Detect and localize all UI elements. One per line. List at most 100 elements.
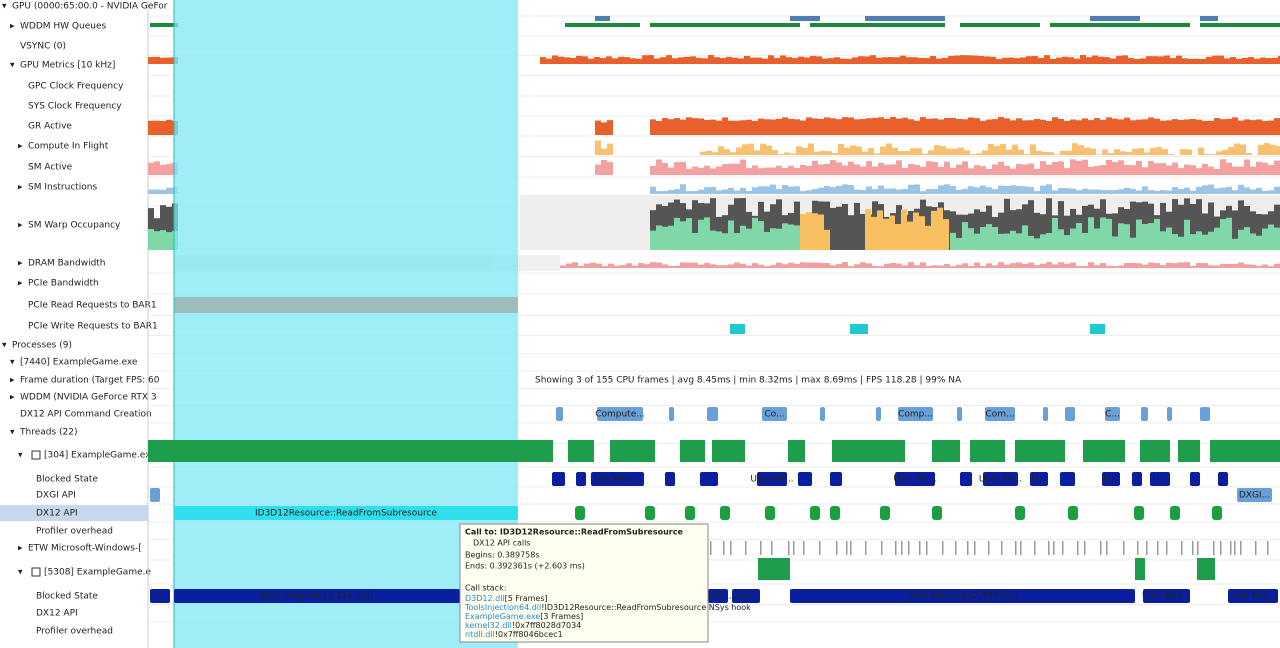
block[interactable] <box>1132 472 1142 486</box>
checkbox[interactable] <box>31 567 41 577</box>
block[interactable] <box>1190 472 1200 486</box>
tree-label[interactable]: DXGI API <box>36 491 76 501</box>
block-label[interactable]: Comp... <box>898 410 933 420</box>
tree-label[interactable]: Threads (22) <box>19 428 78 438</box>
block[interactable] <box>1218 472 1228 486</box>
tree-label[interactable]: SYS Clock Frequency <box>28 102 122 112</box>
tree-label[interactable]: Processes (9) <box>12 341 72 351</box>
block[interactable] <box>665 472 675 486</box>
block[interactable] <box>552 472 565 486</box>
tree-label[interactable]: DRAM Bandwidth <box>28 259 106 269</box>
tree-label[interactable]: Profiler overhead <box>36 627 113 637</box>
api-call[interactable] <box>1068 506 1078 520</box>
block-label[interactable]: C... <box>1105 410 1120 420</box>
api-call[interactable] <box>810 506 820 520</box>
block[interactable] <box>957 407 962 421</box>
api-call[interactable] <box>1170 506 1180 520</box>
block-label[interactable]: User Re... <box>979 475 1022 485</box>
block[interactable] <box>150 488 160 502</box>
block-label[interactable]: User Requ... <box>590 475 645 485</box>
api-call[interactable] <box>645 506 655 520</box>
tree-label[interactable]: DX12 API <box>36 609 78 619</box>
block[interactable] <box>1060 472 1075 486</box>
tree-label[interactable]: GPU Metrics [10 kHz] <box>20 61 115 71</box>
block[interactable] <box>762 407 787 421</box>
block[interactable] <box>174 589 460 603</box>
block[interactable] <box>830 472 842 486</box>
block[interactable] <box>1102 472 1120 486</box>
tree-label[interactable]: Compute In Flight <box>28 142 109 152</box>
tree-label[interactable]: GR Active <box>28 122 72 132</box>
block[interactable] <box>898 407 933 421</box>
tree-label[interactable]: VSYNC (0) <box>20 42 66 52</box>
block[interactable] <box>1150 472 1170 486</box>
tree-label[interactable]: SM Active <box>28 163 73 173</box>
block[interactable] <box>1030 472 1048 486</box>
tree-label[interactable]: GPU (0000:65:00.0 - NVIDIA GeFor <box>12 2 168 12</box>
tree-label[interactable]: PCIe Write Requests to BAR1 <box>28 322 158 332</box>
api-call[interactable] <box>880 506 890 520</box>
block-label[interactable]: User Req... <box>1228 592 1277 602</box>
block-label[interactable]: User... <box>704 592 732 602</box>
api-call[interactable] <box>830 506 840 520</box>
tree-label[interactable]: Blocked State <box>36 592 98 602</box>
api-call[interactable] <box>1212 506 1222 520</box>
block[interactable] <box>150 589 170 603</box>
tree-label[interactable]: WDDM (NVIDIA GeForce RTX 3 <box>20 393 157 403</box>
tree-label[interactable]: SM Warp Occupancy <box>28 221 121 231</box>
block[interactable] <box>985 407 1015 421</box>
block[interactable] <box>707 407 718 421</box>
block-label[interactable]: DXGI... <box>1239 491 1270 501</box>
block-label[interactable]: User Re... <box>893 475 936 485</box>
block[interactable] <box>757 472 787 486</box>
tree-label[interactable]: GPC Clock Frequency <box>28 82 124 92</box>
block[interactable] <box>708 589 728 603</box>
block[interactable] <box>1200 407 1210 421</box>
block[interactable] <box>876 407 881 421</box>
block-label[interactable]: User Request [3.714 ms] <box>261 592 373 602</box>
block[interactable] <box>895 472 935 486</box>
tree-label[interactable]: SM Instructions <box>28 183 98 193</box>
tree-label[interactable]: PCIe Bandwidth <box>28 279 99 289</box>
block-label[interactable]: U... <box>1152 475 1167 485</box>
block[interactable] <box>1141 407 1148 421</box>
block[interactable] <box>1143 589 1190 603</box>
tree-label[interactable]: DX12 API <box>36 509 78 519</box>
block[interactable] <box>700 472 718 486</box>
block[interactable] <box>669 407 674 421</box>
block[interactable] <box>732 589 760 603</box>
api-call[interactable] <box>1015 506 1025 520</box>
tree-label[interactable]: Frame duration (Target FPS: 60 <box>20 376 160 386</box>
block[interactable] <box>1228 589 1278 603</box>
block[interactable] <box>174 506 518 520</box>
block-label[interactable]: User Req... <box>1142 592 1191 602</box>
block[interactable] <box>1105 407 1120 421</box>
api-call[interactable] <box>765 506 775 520</box>
block[interactable] <box>1167 407 1172 421</box>
block[interactable] <box>556 407 563 421</box>
api-call[interactable] <box>685 506 695 520</box>
tree-label[interactable]: ETW Microsoft-Windows-[ <box>28 544 142 554</box>
block[interactable] <box>1043 407 1048 421</box>
block[interactable] <box>983 472 1018 486</box>
block[interactable] <box>790 589 1135 603</box>
api-call[interactable] <box>932 506 942 520</box>
tree-label[interactable]: [7440] ExampleGame.exe <box>20 358 138 368</box>
block-label[interactable]: Co... <box>764 410 784 420</box>
block[interactable] <box>798 472 812 486</box>
block[interactable] <box>597 407 643 421</box>
block-label[interactable]: Compute... <box>595 410 645 420</box>
block-label[interactable]: User... <box>732 592 760 602</box>
checkbox[interactable] <box>31 450 41 460</box>
block-label[interactable]: U... <box>1103 475 1118 485</box>
block[interactable] <box>591 472 644 486</box>
block[interactable] <box>960 472 972 486</box>
block[interactable] <box>1065 407 1075 421</box>
tree-label[interactable]: Profiler overhead <box>36 527 113 537</box>
block-label[interactable]: User Request [2.599 ms] <box>907 592 1019 602</box>
tree-label[interactable]: DX12 API Command Creation <box>20 410 152 420</box>
api-call[interactable] <box>1134 506 1144 520</box>
block-label[interactable]: User Re... <box>750 475 793 485</box>
api-call[interactable] <box>575 506 585 520</box>
block[interactable] <box>1237 488 1272 502</box>
